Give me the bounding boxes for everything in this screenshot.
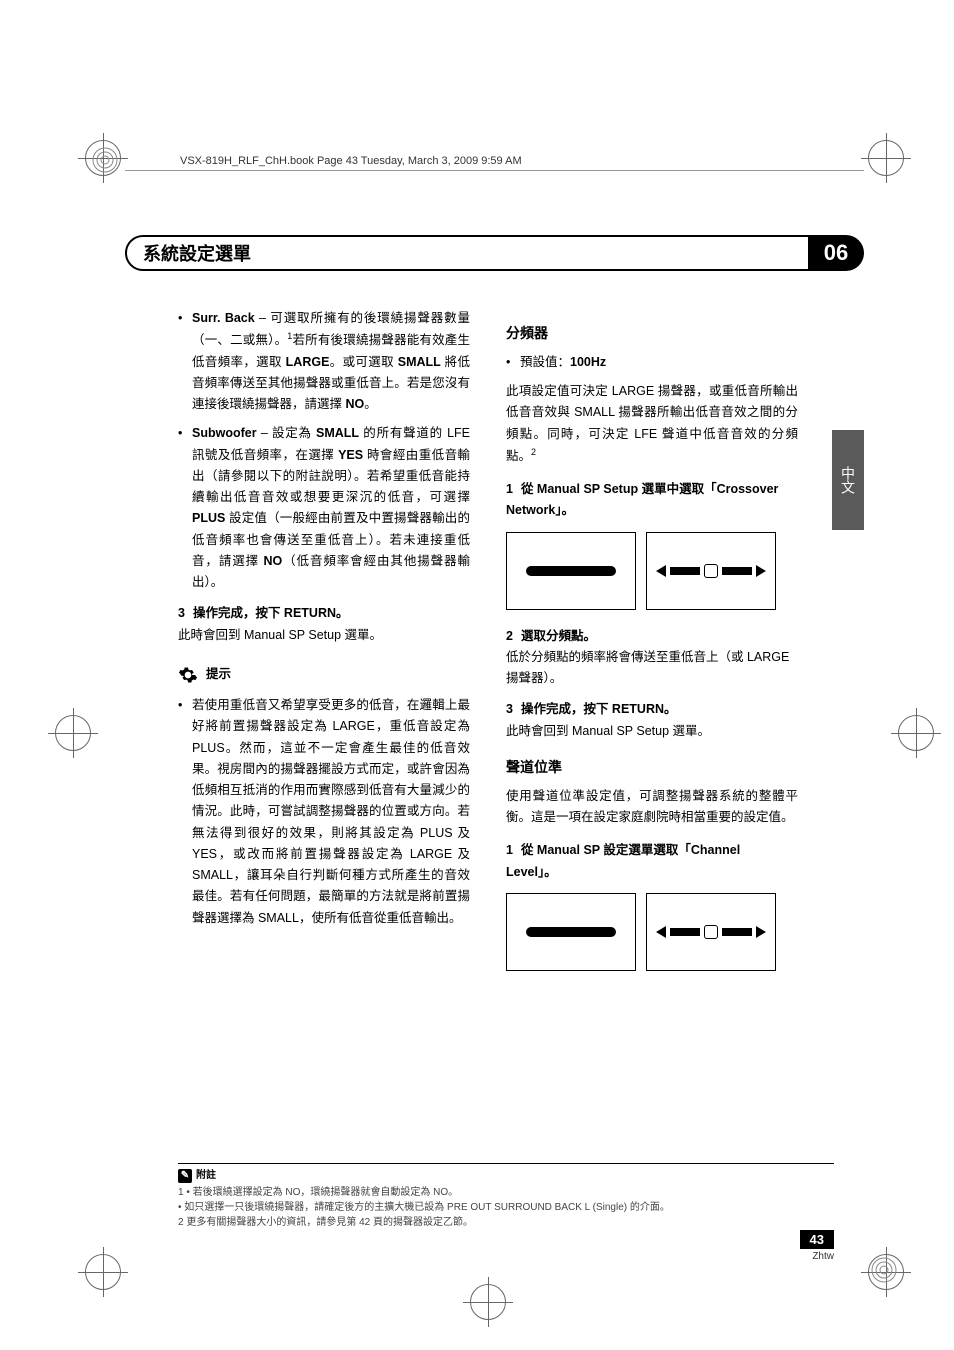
left-column: • Surr. Back – 可選取所擁有的後環繞揚聲器數量（一、二或無）。1若… bbox=[178, 308, 470, 987]
radial-mark-tl bbox=[90, 145, 120, 175]
page-lang: Zhtw bbox=[800, 1251, 834, 1262]
right-step-2: 2選取分頻點。 bbox=[506, 626, 798, 647]
right-step-3: 3操作完成，按下 RETURN。 bbox=[506, 699, 798, 720]
chapter-number: 06 bbox=[808, 235, 864, 271]
right-step-2-desc: 低於分頻點的頻率將會傳送至重低音上（或 LARGE 揚聲器）。 bbox=[506, 647, 798, 690]
chapter-title: 系統設定選單 bbox=[125, 235, 826, 271]
crop-mark-top-right bbox=[868, 140, 904, 176]
tip-body: • 若使用重低音又希望享受更多的低音，在邏輯上最好將前置揚聲器設定為 LARGE… bbox=[178, 695, 470, 929]
footnote-1a: 1 • 若後環繞選擇設定為 NO，環繞揚聲器就會自動設定為 NO。 bbox=[178, 1185, 834, 1200]
right-step-3-desc: 此時會回到 Manual SP Setup 選單。 bbox=[506, 721, 798, 742]
page-number: 43 bbox=[800, 1230, 834, 1249]
remote-illustration-1 bbox=[506, 532, 798, 610]
surr-back-item: • Surr. Back – 可選取所擁有的後環繞揚聲器數量（一、二或無）。1若… bbox=[178, 308, 470, 415]
default-value-row: • 預設值：100Hz bbox=[506, 352, 798, 373]
remote-arrow-box-2 bbox=[646, 893, 776, 971]
left-step-3: 3操作完成，按下 RETURN。 bbox=[178, 603, 470, 624]
crop-mark-bottom-center bbox=[470, 1284, 506, 1320]
remote-illustration-2 bbox=[506, 893, 798, 971]
note-icon: ✎ bbox=[178, 1169, 192, 1183]
page-badge: 43 Zhtw bbox=[800, 1230, 834, 1262]
gear-icon bbox=[178, 665, 198, 685]
chapter-header: 系統設定選單 06 bbox=[125, 235, 864, 271]
tip-heading: 提示 bbox=[178, 664, 470, 685]
page-content: • Surr. Back – 可選取所擁有的後環繞揚聲器數量（一、二或無）。1若… bbox=[178, 308, 798, 987]
footnote-2: 2 更多有關揚聲器大小的資訊，請參見第 42 頁的揚聲器設定乙節。 bbox=[178, 1215, 834, 1230]
header-rule bbox=[125, 170, 864, 171]
tip-label: 提示 bbox=[206, 664, 231, 685]
crossover-heading: 分頻器 bbox=[506, 322, 798, 346]
remote-enter-box-2 bbox=[506, 893, 636, 971]
remote-enter-box bbox=[506, 532, 636, 610]
right-step-1: 1從 Manual SP Setup 選單中選取「Crossover Netwo… bbox=[506, 479, 798, 522]
channel-level-heading: 聲道位準 bbox=[506, 756, 798, 780]
chlevel-step-1: 1從 Manual SP 設定選單選取「Channel Level」。 bbox=[506, 840, 798, 883]
book-info: VSX-819H_RLF_ChH.book Page 43 Tuesday, M… bbox=[180, 155, 522, 167]
crop-mark-mid-right bbox=[898, 715, 934, 751]
subwoofer-item: • Subwoofer – 設定為 SMALL 的所有聲道的 LFE 訊號及低音… bbox=[178, 423, 470, 593]
left-step-3-desc: 此時會回到 Manual SP Setup 選單。 bbox=[178, 625, 470, 646]
crossover-para: 此項設定值可決定 LARGE 揚聲器，或重低音所輸出低音音效與 SMALL 揚聲… bbox=[506, 381, 798, 467]
crop-mark-mid-left bbox=[55, 715, 91, 751]
surr-back-label: Surr. Back bbox=[192, 311, 255, 325]
radial-mark-br bbox=[869, 1255, 899, 1285]
remote-arrow-box bbox=[646, 532, 776, 610]
right-column: 分頻器 • 預設值：100Hz 此項設定值可決定 LARGE 揚聲器，或重低音所… bbox=[506, 308, 798, 987]
language-tab: 中文 bbox=[832, 430, 864, 530]
footnote-section: ✎ 附註 1 • 若後環繞選擇設定為 NO，環繞揚聲器就會自動設定為 NO。 •… bbox=[178, 1163, 834, 1230]
channel-level-para: 使用聲道位準設定值，可調整揚聲器系統的整體平衡。這是一項在設定家庭劇院時相當重要… bbox=[506, 786, 798, 829]
footnote-label: ✎ 附註 bbox=[178, 1168, 216, 1183]
subwoofer-label: Subwoofer bbox=[192, 426, 257, 440]
footnote-1b: • 如只選擇一只後環繞揚聲器，請確定後方的主擴大機已設為 PRE OUT SUR… bbox=[178, 1200, 834, 1215]
crop-mark-bottom-left bbox=[85, 1254, 121, 1290]
